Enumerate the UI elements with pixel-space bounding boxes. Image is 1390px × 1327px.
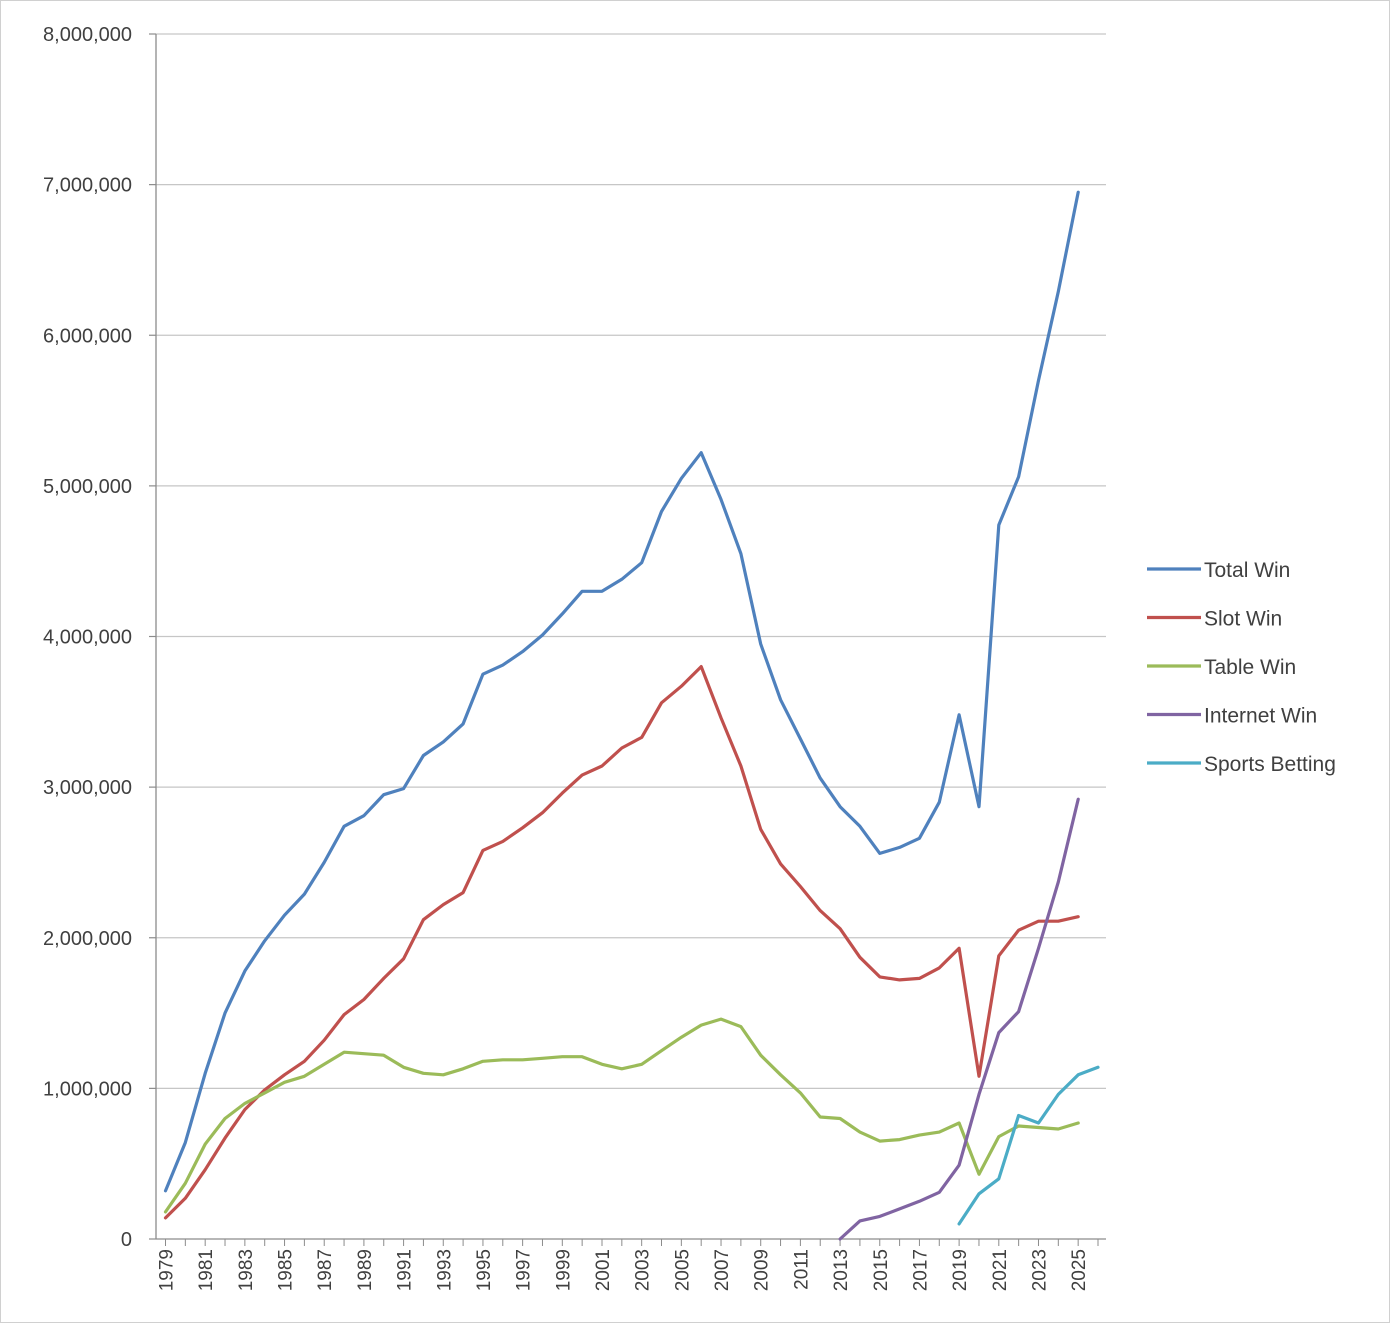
- x-tick-label: 2023: [1029, 1249, 1050, 1291]
- y-tick-label: 3,000,000: [43, 777, 132, 799]
- series-line-sports-betting: [957, 1065, 1100, 1226]
- x-tick-label: 2019: [950, 1249, 971, 1291]
- x-tick-label: 2007: [712, 1249, 733, 1291]
- x-tick-label: 2025: [1069, 1249, 1090, 1291]
- legend-label: Sports Betting: [1204, 753, 1336, 776]
- legend-label: Slot Win: [1204, 608, 1282, 631]
- gridlines: [156, 33, 1106, 1089]
- x-tick-label: 1983: [236, 1249, 257, 1291]
- x-tick-label: 2001: [593, 1249, 614, 1291]
- series-line-internet-win: [838, 797, 1080, 1241]
- x-tick-label: 1981: [196, 1249, 217, 1291]
- legend-label: Total Win: [1204, 559, 1290, 582]
- legend: Total Win Slot Win Table Win Internet Win Sp…: [1147, 559, 1336, 776]
- y-tick-label: 2,000,000: [43, 928, 132, 950]
- x-tick-label: 2015: [871, 1249, 892, 1291]
- x-tick-label: 2003: [633, 1249, 654, 1291]
- x-tick-label: 1995: [474, 1249, 495, 1291]
- x-tick-label: 1999: [553, 1249, 574, 1291]
- y-tick-label: 0: [121, 1229, 132, 1251]
- y-axis: 0 1,000,000 2,000,000 3,000,000 4,000,000 5,0…: [43, 24, 157, 1251]
- x-tick-label: 1979: [157, 1249, 178, 1291]
- x-tick-label: 2011: [791, 1249, 812, 1290]
- series-line-total-win: [163, 190, 1080, 1193]
- y-tick-label: 5,000,000: [43, 476, 132, 498]
- x-tick-label: 1989: [355, 1249, 376, 1291]
- x-tick-label: 2009: [752, 1249, 773, 1291]
- legend-label: Internet Win: [1204, 705, 1317, 728]
- y-tick-label: 1,000,000: [43, 1078, 132, 1100]
- y-tick-label: 8,000,000: [43, 24, 132, 46]
- x-tick-label: 1991: [395, 1249, 416, 1291]
- y-tick-label: 6,000,000: [43, 325, 132, 347]
- series-line-slot-win: [163, 664, 1080, 1220]
- series-line-table-win: [163, 1017, 1080, 1214]
- x-tick-label: 1997: [514, 1249, 535, 1291]
- y-tick-label: 7,000,000: [43, 175, 132, 197]
- y-tick-label: 4,000,000: [43, 627, 132, 649]
- x-tick-label: 2005: [672, 1249, 693, 1291]
- x-tick-label: 1987: [315, 1249, 336, 1291]
- legend-label: Table Win: [1204, 656, 1296, 679]
- x-tick-label: 1993: [434, 1249, 455, 1291]
- x-tick-label: 2017: [910, 1249, 931, 1291]
- x-tick-label: 2021: [990, 1249, 1011, 1291]
- x-axis: 1979 1981 1983 1985 1987 1989 1991 1993 1995 1997…: [156, 1238, 1106, 1291]
- x-tick-label: 2013: [831, 1249, 852, 1291]
- x-tick-label: 1985: [276, 1249, 297, 1291]
- series-lines: [163, 190, 1100, 1241]
